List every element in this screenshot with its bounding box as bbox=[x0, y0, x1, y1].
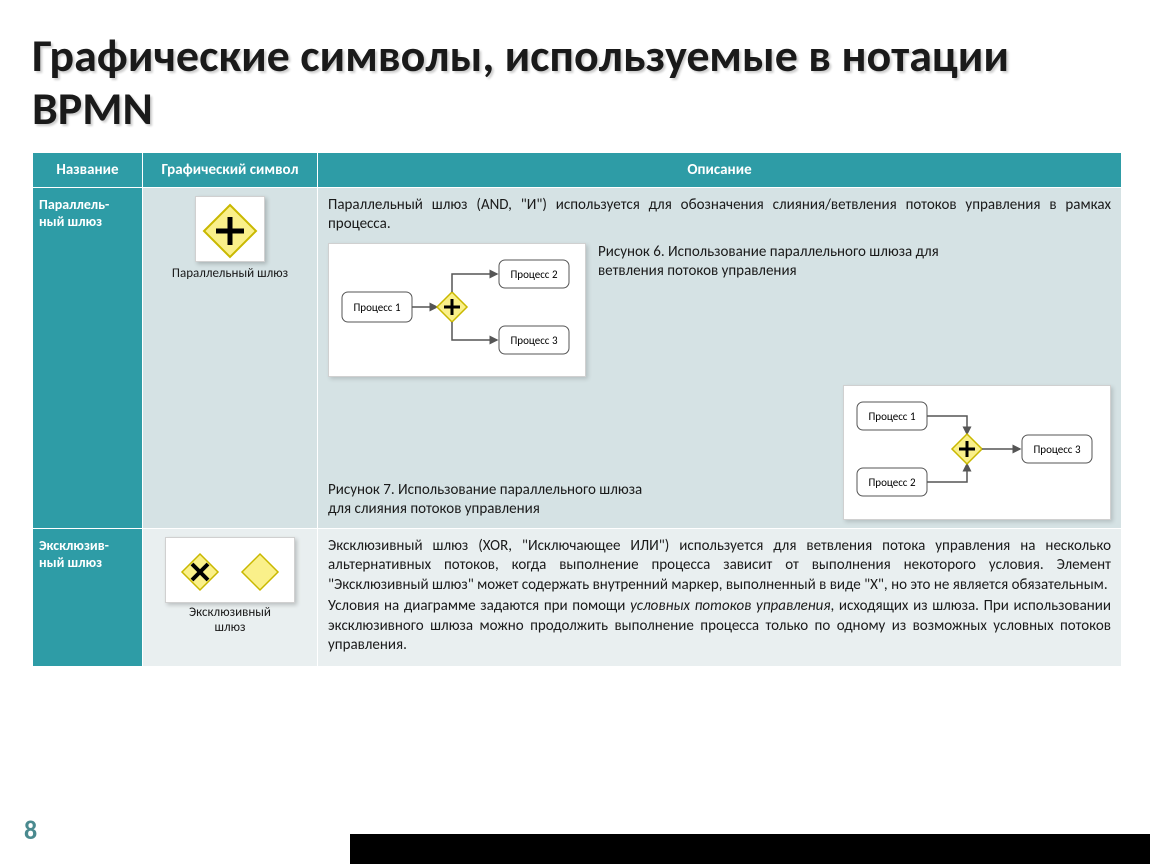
desc-italic: условных потоков управления bbox=[630, 597, 830, 615]
row-name-cell: Параллель- ный шлюз bbox=[33, 187, 143, 528]
symbols-table: Название Графический символ Описание Пар… bbox=[32, 152, 1122, 667]
desc-text: Эксклюзивный шлюз (XOR, "Исключающее ИЛИ… bbox=[328, 537, 1111, 596]
figure-6: Процесс 1 Процесс 2 Процесс 3 bbox=[328, 243, 1111, 378]
figure-7: Рисунок 7. Использование параллельного ш… bbox=[328, 385, 1111, 520]
figure-7-caption: Рисунок 7. Использование параллельного ш… bbox=[328, 481, 831, 520]
figure-7-diagram: Процесс 1 Процесс 2 Процесс 3 bbox=[843, 385, 1111, 520]
proc-label: Процесс 2 bbox=[868, 476, 915, 489]
proc-label: Процесс 1 bbox=[868, 410, 915, 423]
slide-title: Графические символы, используемые в нота… bbox=[0, 0, 1150, 152]
row-desc-cell: Эксклюзивный шлюз (XOR, "Исключающее ИЛИ… bbox=[318, 528, 1122, 666]
page-number: 8 bbox=[24, 814, 37, 846]
caption-text: Рисунок 6. Использование параллельного ш… bbox=[598, 243, 939, 261]
symbol-label: Параллельный шлюз bbox=[149, 266, 311, 281]
row-name-l2: ный шлюз bbox=[39, 554, 102, 571]
row-name-cell: Эксклюзив- ный шлюз bbox=[33, 528, 143, 666]
row-desc-cell: Параллельный шлюз (AND, "И") используетс… bbox=[318, 187, 1122, 528]
figure-6-diagram: Процесс 1 Процесс 2 Процесс 3 bbox=[328, 243, 586, 378]
caption-text: ветвления потоков управления bbox=[598, 262, 797, 280]
row-symbol-cell: Параллельный шлюз bbox=[143, 187, 318, 528]
col-header-desc: Описание bbox=[318, 152, 1122, 187]
label-text: шлюз bbox=[215, 620, 246, 635]
parallel-gateway-icon bbox=[195, 196, 265, 262]
col-header-symbol: Графический символ bbox=[143, 152, 318, 187]
desc-span: Условия на диаграмме задаются при помощи bbox=[328, 597, 630, 615]
row-name-l2: ный шлюз bbox=[39, 213, 102, 230]
proc-label: Процесс 3 bbox=[1033, 443, 1080, 456]
table-row: Эксклюзив- ный шлюз bbox=[33, 528, 1122, 666]
row-name-l1: Параллель- bbox=[39, 196, 109, 213]
desc-text: Параллельный шлюз (AND, "И") используетс… bbox=[328, 196, 1111, 235]
symbol-label: Эксклюзивный шлюз bbox=[149, 605, 311, 635]
figure-6-caption: Рисунок 6. Использование параллельного ш… bbox=[598, 243, 939, 282]
proc-label: Процесс 2 bbox=[510, 268, 557, 281]
slide-decor bbox=[350, 774, 1150, 864]
caption-text: Рисунок 7. Использование параллельного ш… bbox=[328, 481, 642, 499]
exclusive-gateway-icon bbox=[165, 537, 295, 603]
proc-label: Процесс 3 bbox=[510, 334, 557, 347]
desc-text: Условия на диаграмме задаются при помощи… bbox=[328, 597, 1111, 656]
table-row: Параллель- ный шлюз Параллельный шлюз bbox=[33, 187, 1122, 528]
caption-text: для слияния потоков управления bbox=[328, 500, 540, 518]
label-text: Эксклюзивный bbox=[189, 605, 271, 620]
row-symbol-cell: Эксклюзивный шлюз bbox=[143, 528, 318, 666]
row-name-l1: Эксклюзив- bbox=[39, 537, 109, 554]
col-header-name: Название bbox=[33, 152, 143, 187]
proc-label: Процесс 1 bbox=[353, 301, 400, 314]
